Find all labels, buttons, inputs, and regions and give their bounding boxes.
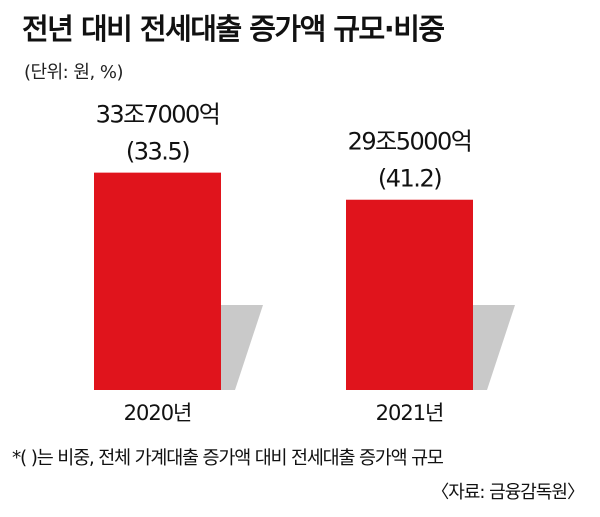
share-label: (41.2) bbox=[378, 165, 441, 193]
bar bbox=[346, 199, 473, 390]
bar-shadow bbox=[221, 305, 263, 390]
chart-title: 전년 대비 전세대출 증가액 규모·비중 bbox=[22, 12, 445, 46]
category-label: 2021년 bbox=[376, 401, 444, 425]
bar-shadow bbox=[473, 305, 515, 390]
footnote: *( )는 비중, 전체 가계대출 증가액 대비 전세대출 증가액 규모 bbox=[12, 448, 444, 469]
share-label: (33.5) bbox=[126, 138, 189, 166]
source-note: 〈자료: 금융감독원〉 bbox=[431, 482, 585, 503]
unit-note: (단위: 원, %) bbox=[24, 62, 124, 83]
category-label: 2020년 bbox=[124, 401, 192, 425]
value-label: 33조7000억 bbox=[96, 101, 220, 129]
value-label: 29조5000억 bbox=[348, 128, 472, 156]
bar bbox=[94, 172, 221, 390]
